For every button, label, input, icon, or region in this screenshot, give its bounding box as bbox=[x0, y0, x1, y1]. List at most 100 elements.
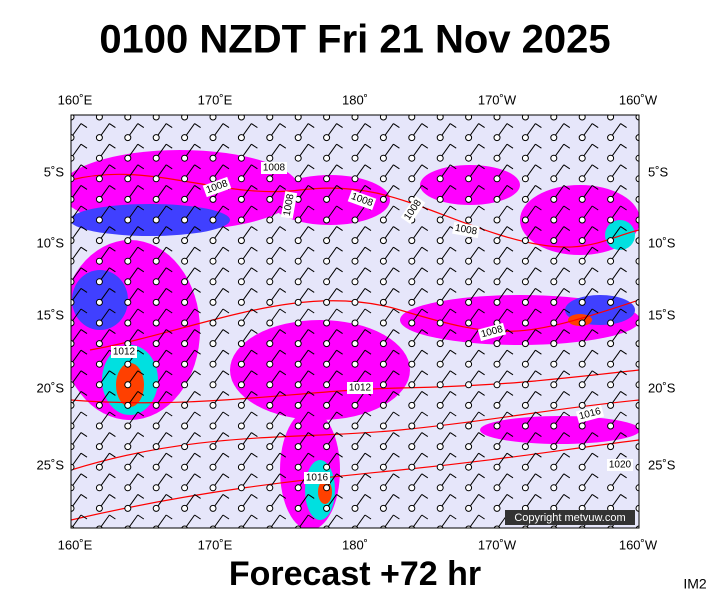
barb-flag bbox=[563, 164, 571, 170]
isobar-label-bg bbox=[607, 459, 633, 471]
barb-flag bbox=[222, 432, 230, 438]
barb-flag bbox=[506, 143, 514, 149]
barb-flag bbox=[421, 287, 429, 293]
barb-flag bbox=[307, 329, 315, 335]
station bbox=[635, 298, 639, 306]
station bbox=[323, 360, 331, 368]
station bbox=[124, 484, 132, 492]
barb-flag bbox=[307, 514, 315, 520]
barb-flag bbox=[449, 287, 457, 293]
station bbox=[266, 175, 274, 183]
barb-flag bbox=[308, 103, 314, 107]
barb-flag bbox=[421, 390, 429, 396]
station bbox=[351, 278, 359, 286]
barb-flag bbox=[478, 349, 485, 355]
barb-flag bbox=[279, 390, 287, 396]
station bbox=[521, 154, 529, 162]
station bbox=[323, 237, 331, 245]
station bbox=[95, 195, 103, 203]
station bbox=[124, 443, 132, 451]
station bbox=[181, 504, 189, 512]
barb-flag bbox=[109, 308, 116, 314]
station bbox=[465, 319, 473, 327]
barb-flag bbox=[620, 308, 627, 314]
barb-flag bbox=[421, 164, 429, 170]
barb-flag bbox=[620, 452, 627, 458]
station bbox=[237, 401, 245, 409]
barb-flag bbox=[137, 514, 145, 520]
barb-flag bbox=[421, 226, 429, 232]
station bbox=[465, 360, 473, 368]
barb-flag bbox=[563, 267, 571, 273]
station bbox=[379, 463, 387, 471]
barb-flag bbox=[535, 184, 542, 190]
station bbox=[493, 443, 501, 451]
barb-flag bbox=[222, 329, 230, 335]
station bbox=[379, 115, 387, 121]
station bbox=[71, 175, 75, 183]
station bbox=[578, 134, 586, 142]
barb-flag bbox=[279, 452, 287, 458]
barb-flag bbox=[364, 287, 372, 293]
barb-flag bbox=[194, 411, 201, 417]
station bbox=[550, 422, 558, 430]
station bbox=[635, 115, 639, 121]
isobar-label: 1020 bbox=[607, 459, 633, 471]
barb-flag bbox=[279, 432, 287, 438]
barb-flag bbox=[251, 164, 258, 170]
station bbox=[294, 360, 302, 368]
barb-flag bbox=[109, 411, 116, 417]
barb-flag bbox=[449, 452, 457, 458]
barb-flag bbox=[279, 473, 287, 479]
isobar-label-bg bbox=[261, 162, 287, 174]
barb-flag bbox=[307, 267, 315, 273]
barb-flag bbox=[478, 184, 485, 190]
station bbox=[436, 463, 444, 471]
station bbox=[266, 463, 274, 471]
barb-flag bbox=[364, 514, 372, 520]
station bbox=[209, 298, 217, 306]
station bbox=[493, 237, 501, 245]
barb-flag bbox=[649, 268, 655, 272]
station bbox=[436, 237, 444, 245]
barb-flag bbox=[336, 226, 343, 232]
station bbox=[181, 319, 189, 327]
barb-flag bbox=[393, 267, 400, 273]
barb-flag bbox=[506, 308, 514, 314]
barb-flag bbox=[563, 246, 571, 252]
station bbox=[294, 216, 302, 224]
station bbox=[521, 278, 529, 286]
isobar-label: 1016 bbox=[304, 472, 330, 484]
barb-flag bbox=[535, 164, 542, 170]
barb-flag bbox=[649, 124, 655, 128]
station bbox=[209, 195, 217, 203]
station bbox=[209, 278, 217, 286]
barb-flag bbox=[194, 493, 201, 499]
station bbox=[521, 115, 529, 121]
barb-flag bbox=[307, 287, 315, 293]
station bbox=[237, 115, 245, 121]
barb-flag bbox=[421, 370, 429, 376]
barb-flag bbox=[393, 329, 400, 335]
barb-flag bbox=[279, 329, 287, 335]
station bbox=[323, 381, 331, 389]
barb-flag bbox=[591, 473, 599, 479]
barb-flag bbox=[165, 123, 173, 129]
isobar-value: 1008 bbox=[454, 223, 478, 238]
isobar-label-bg bbox=[111, 346, 137, 358]
station bbox=[465, 463, 473, 471]
barb-flag bbox=[80, 493, 88, 499]
station bbox=[351, 175, 359, 183]
barb-staff bbox=[638, 157, 639, 159]
barb-flag bbox=[563, 123, 571, 129]
barb-flag bbox=[393, 143, 400, 149]
isobar-label: 1012 bbox=[111, 346, 137, 358]
station bbox=[379, 504, 387, 512]
barb-flag bbox=[620, 246, 627, 252]
station bbox=[237, 237, 245, 245]
barb-flag bbox=[251, 473, 258, 479]
barb-flag bbox=[591, 370, 599, 376]
station bbox=[124, 278, 132, 286]
barb-flag bbox=[364, 123, 372, 129]
barb-flag bbox=[109, 184, 116, 190]
